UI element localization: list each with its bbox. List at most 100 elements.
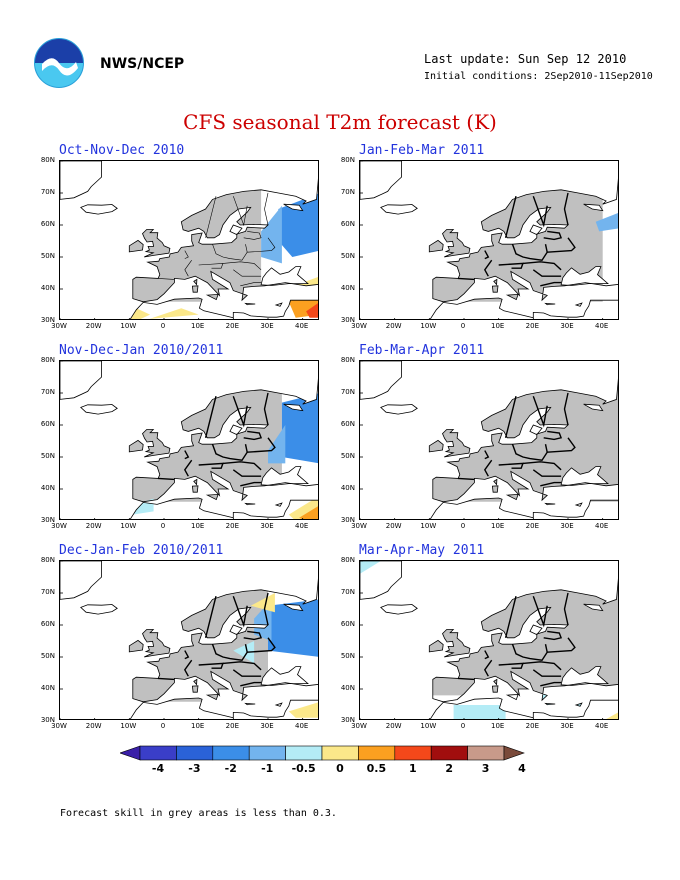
latitude-label: 60N (40, 220, 55, 228)
longitude-label: 20W (85, 522, 102, 530)
forecast-map-feb (359, 360, 619, 520)
longitude-label: 30E (260, 722, 274, 730)
longitude-label: 20W (385, 722, 402, 730)
latitude-label: 70N (340, 588, 355, 596)
latitude-label: 50N (340, 652, 355, 660)
longitude-label: 0 (160, 722, 166, 730)
longitude-label: 30E (260, 522, 274, 530)
longitude-label: 10W (120, 322, 137, 330)
longitude-label: 30E (560, 722, 574, 730)
latitude-label: 30N (340, 316, 355, 324)
colorbar-left-arrow (120, 745, 141, 761)
longitude-label: 20E (525, 322, 539, 330)
latitude-label: 70N (40, 588, 55, 596)
longitude-label: 20E (225, 322, 239, 330)
longitude-label: 40E (594, 322, 609, 330)
longitude-label: 10E (190, 522, 205, 530)
latitude-label: 60N (340, 620, 355, 628)
latitude-label: 40N (340, 284, 355, 292)
longitude-label: 40E (594, 522, 609, 530)
longitude-label: 10E (190, 722, 205, 730)
colorbar-segment (467, 745, 505, 761)
latitude-label: 50N (40, 452, 55, 460)
main-title: CFS seasonal T2m forecast (K) (183, 110, 497, 134)
longitude-label: 40E (594, 722, 609, 730)
latitude-label: 70N (340, 388, 355, 396)
colorbar-label: -4 (151, 762, 165, 775)
colorbar-segment (321, 745, 359, 761)
panel-title: Mar-Apr-May 2011 (359, 543, 485, 558)
colorbar-segment (248, 745, 286, 761)
longitude-label: 20E (225, 722, 239, 730)
longitude-label: 10E (490, 322, 505, 330)
latitude-label: 40N (40, 484, 55, 492)
latitude-label: 50N (40, 252, 55, 260)
latitude-label: 60N (40, 420, 55, 428)
longitude-label: 40E (294, 722, 309, 730)
latitude-label: 30N (40, 316, 55, 324)
latitude-label: 40N (40, 684, 55, 692)
forecast-map-jan (359, 160, 619, 320)
forecast-map-oct (59, 160, 319, 320)
latitude-label: 80N (40, 556, 55, 564)
latitude-label: 30N (40, 716, 55, 724)
colorbar-label: 0.5 (366, 762, 387, 775)
panel-title: Nov-Dec-Jan 2010/2011 (59, 343, 224, 358)
longitude-label: 20E (525, 722, 539, 730)
latitude-label: 80N (340, 556, 355, 564)
colorbar-label: -2 (224, 762, 237, 775)
latitude-label: 80N (340, 156, 355, 164)
colorbar-segment (139, 745, 177, 761)
colorbar-segment (394, 745, 432, 761)
longitude-label: 30W (351, 722, 367, 730)
footnote: Forecast skill in grey areas is less tha… (60, 808, 337, 819)
longitude-label: 30E (560, 322, 574, 330)
latitude-label: 70N (40, 188, 55, 196)
colorbar-right-arrow (503, 745, 525, 761)
latitude-label: 50N (40, 652, 55, 660)
forecast-map-dec (59, 560, 319, 720)
color-scale-bar (120, 745, 525, 761)
latitude-label: 40N (340, 484, 355, 492)
longitude-label: 20W (385, 522, 402, 530)
longitude-label: 0 (160, 322, 166, 330)
longitude-label: 10E (490, 722, 505, 730)
panel-title: Jan-Feb-Mar 2011 (359, 143, 485, 158)
longitude-label: 0 (460, 722, 466, 730)
colorbar-label: -1 (261, 762, 274, 775)
latitude-label: 70N (340, 188, 355, 196)
colorbar-segment (358, 745, 396, 761)
forecast-map-mar (359, 560, 619, 720)
longitude-label: 20W (385, 322, 402, 330)
longitude-label: 10W (120, 522, 137, 530)
longitude-label: 40E (294, 522, 309, 530)
longitude-label: 30W (51, 522, 67, 530)
colorbar-segment (176, 745, 214, 761)
longitude-label: 0 (460, 322, 466, 330)
longitude-label: 30E (560, 522, 574, 530)
longitude-label: 30W (351, 322, 367, 330)
panel-title: Dec-Jan-Feb 2010/2011 (59, 543, 224, 558)
colorbar-label: -0.5 (291, 762, 316, 775)
panel-title: Oct-Nov-Dec 2010 (59, 143, 185, 158)
latitude-label: 80N (40, 156, 55, 164)
longitude-label: 0 (160, 522, 166, 530)
latitude-label: 30N (40, 516, 55, 524)
longitude-label: 20E (525, 522, 539, 530)
latitude-label: 70N (40, 388, 55, 396)
forecast-map-nov (59, 360, 319, 520)
longitude-label: 20W (85, 722, 102, 730)
longitude-label: 0 (460, 522, 466, 530)
last-update-text: Last update: Sun Sep 12 2010 (424, 52, 627, 66)
latitude-label: 80N (340, 356, 355, 364)
colorbar-label: 0 (336, 762, 344, 775)
colorbar-label: 1 (408, 762, 417, 775)
longitude-label: 30E (260, 322, 274, 330)
agency-name: NWS/NCEP (100, 56, 185, 72)
colorbar-segment (212, 745, 250, 761)
latitude-label: 50N (340, 452, 355, 460)
latitude-label: 40N (340, 684, 355, 692)
latitude-label: 60N (340, 220, 355, 228)
latitude-label: 50N (340, 252, 355, 260)
colorbar-segment (285, 745, 323, 761)
